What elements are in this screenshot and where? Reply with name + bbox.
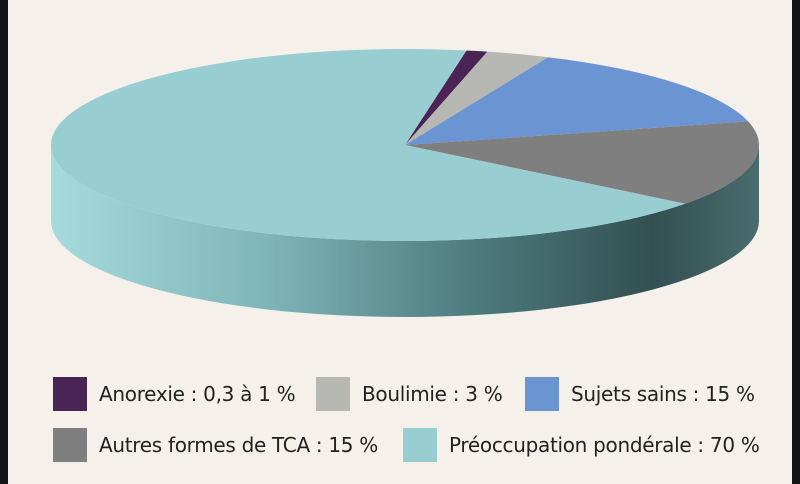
legend-label-sujets-sains: Sujets sains : 15 % (571, 382, 755, 406)
legend-item-sujets-sains: Sujets sains : 15 % (525, 376, 755, 412)
legend-item-autres-tca: Autres formes de TCA : 15 % (53, 427, 378, 463)
legend-label-anorexie: Anorexie : 0,3 à 1 % (99, 382, 296, 406)
legend-swatch-anorexie (53, 377, 87, 411)
legend-label-preoccupation: Préoccupation pondérale : 70 % (449, 433, 760, 457)
legend-swatch-autres-tca (53, 428, 87, 462)
legend-swatch-boulimie (316, 377, 350, 411)
pie-slice-4 (51, 49, 686, 242)
chart-panel: Anorexie : 0,3 à 1 % Boulimie : 3 % Suje… (8, 0, 792, 484)
legend-label-autres-tca: Autres formes de TCA : 15 % (99, 433, 378, 457)
legend-swatch-sujets-sains (525, 377, 559, 411)
legend-swatch-preoccupation (403, 428, 437, 462)
legend-label-boulimie: Boulimie : 3 % (362, 382, 503, 406)
pie-slice-0 (405, 50, 488, 145)
pie-slice-3 (405, 121, 760, 204)
pie-chart (51, 49, 760, 317)
legend-item-preoccupation: Préoccupation pondérale : 70 % (403, 427, 760, 463)
legend-item-boulimie: Boulimie : 3 % (316, 376, 503, 412)
legend-item-anorexie: Anorexie : 0,3 à 1 % (53, 376, 296, 412)
pie-side-wall (51, 145, 759, 317)
pie-slice-1 (405, 51, 549, 145)
pie-slice-2 (405, 57, 749, 146)
